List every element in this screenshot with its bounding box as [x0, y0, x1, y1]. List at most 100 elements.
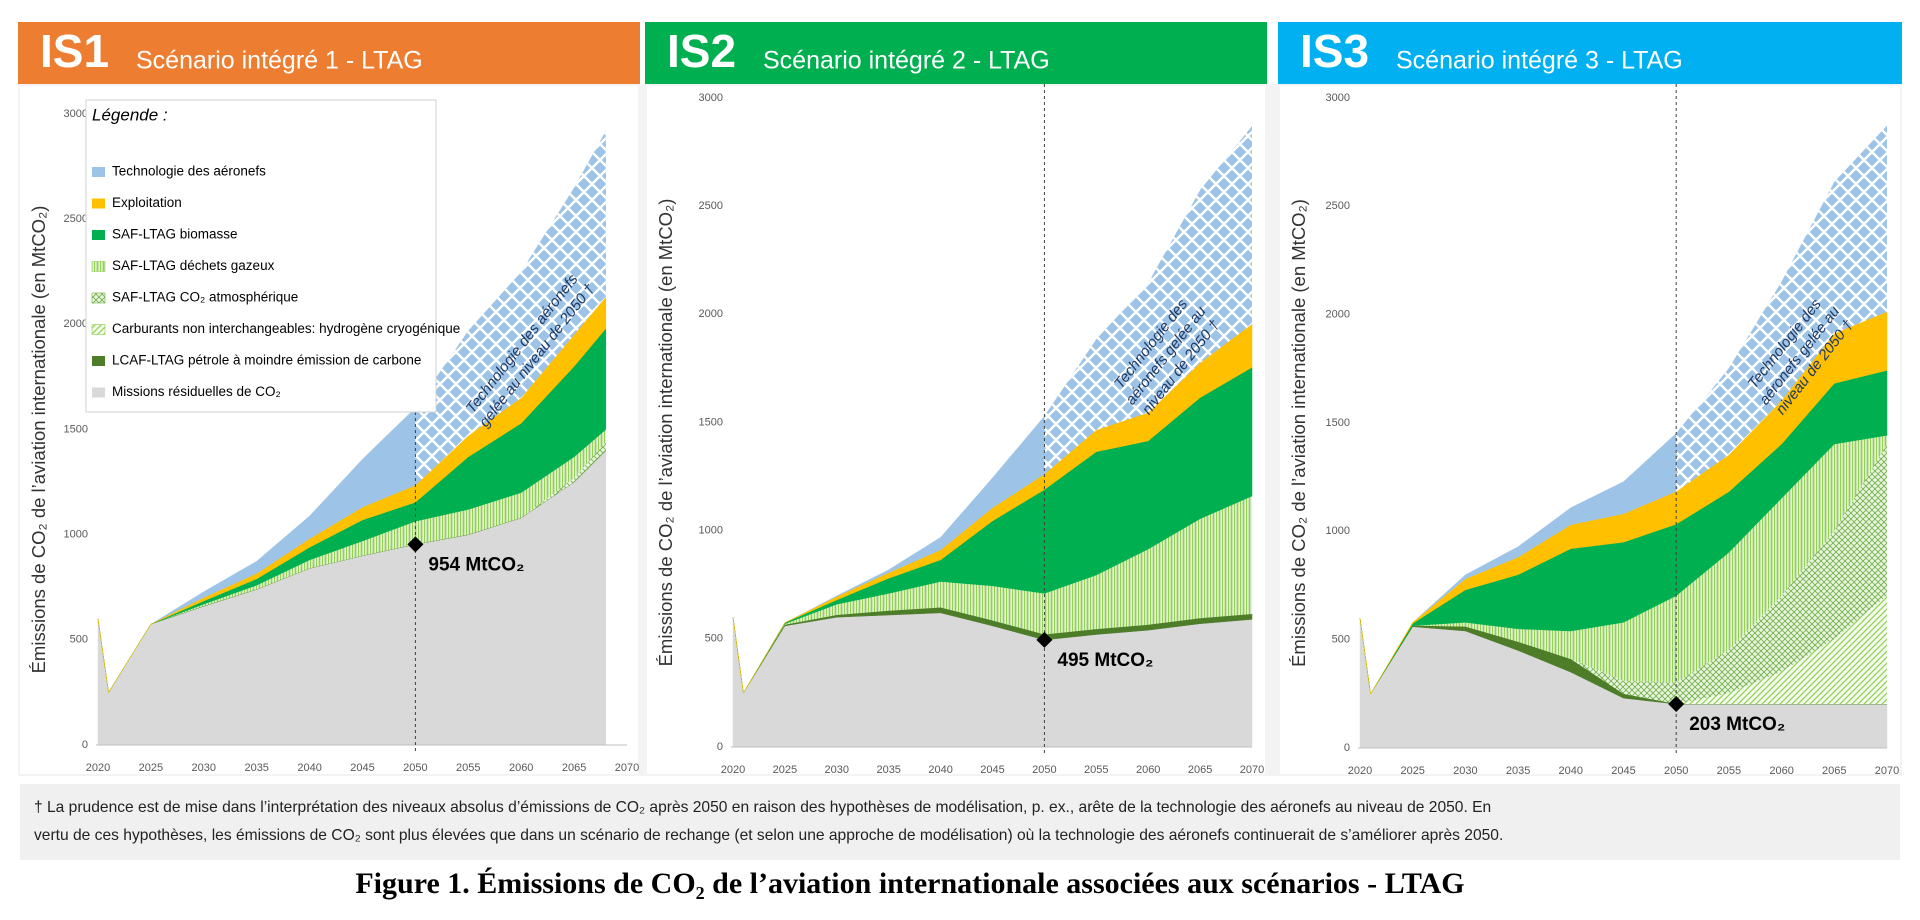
y-tick-label: 500 — [705, 633, 723, 645]
legend-swatch — [92, 356, 105, 366]
marker-diamond — [407, 536, 424, 553]
marker-diamond — [1668, 696, 1685, 713]
x-tick-label: 2020 — [1348, 765, 1372, 777]
y-axis-label: Émissions de CO₂ de l’aviation internati… — [1288, 199, 1309, 667]
x-tick-label: 2045 — [980, 764, 1004, 776]
x-tick-label: 2055 — [1084, 764, 1108, 776]
y-axis-label: Émissions de CO₂ de l’aviation internati… — [28, 206, 49, 674]
y-tick-label: 2500 — [64, 213, 88, 225]
x-tick-label: 2050 — [1664, 765, 1688, 777]
y-tick-label: 0 — [82, 739, 88, 751]
frozen-technology-overlay — [1044, 126, 1252, 475]
y-tick-label: 1000 — [64, 529, 88, 541]
x-tick-label: 2025 — [139, 762, 163, 774]
panel-code: IS1 — [40, 25, 109, 77]
x-tick-label: 2030 — [1453, 765, 1477, 777]
legend-swatch — [91, 261, 106, 272]
panel-title: Scénario intégré 3 - LTAG — [1396, 47, 1683, 75]
legend-box — [85, 99, 437, 413]
x-tick-label: 2035 — [244, 762, 268, 774]
x-tick-label: 2065 — [1822, 765, 1846, 777]
area-series — [732, 607, 1253, 694]
x-tick-label: 2040 — [297, 762, 321, 774]
x-tick-label: 2055 — [456, 762, 480, 774]
legend-label: Carburants non interchangeables: hydrogè… — [112, 321, 460, 336]
footnote-box — [20, 784, 1900, 860]
y-tick-label: 1500 — [699, 416, 723, 428]
y-tick-label: 3000 — [1326, 92, 1350, 104]
x-tick-label: 2070 — [1875, 765, 1899, 777]
frozen-technology-overlay — [1676, 125, 1887, 492]
x-tick-label: 2045 — [350, 762, 374, 774]
legend-swatch — [92, 167, 105, 177]
y-tick-label: 0 — [717, 741, 723, 753]
marker-label: 954 MtCO₂ — [428, 554, 524, 575]
x-tick-label: 2070 — [1240, 764, 1264, 776]
marker-label: 495 MtCO₂ — [1057, 650, 1153, 671]
legend-label: SAF-LTAG déchets gazeux — [112, 258, 275, 273]
x-tick-label: 2065 — [1188, 764, 1212, 776]
area-series — [1360, 435, 1887, 694]
legend-label: SAF-LTAG biomasse — [112, 227, 238, 242]
panel-title: Scénario intégré 1 - LTAG — [136, 47, 423, 75]
area-series — [733, 496, 1252, 693]
y-tick-label: 1500 — [1326, 417, 1350, 429]
y-tick-label: 1000 — [699, 525, 723, 537]
x-tick-label: 2060 — [1769, 765, 1793, 777]
x-tick-label: 2035 — [1506, 765, 1530, 777]
marker-diamond — [1036, 631, 1053, 648]
x-tick-label: 2040 — [928, 764, 952, 776]
panel-title: Scénario intégré 2 - LTAG — [763, 47, 1050, 75]
legend-swatch — [92, 198, 105, 209]
legend-label: Exploitation — [112, 195, 182, 210]
area-series — [732, 323, 1253, 694]
y-tick-label: 3000 — [64, 108, 88, 120]
y-tick-label: 500 — [1332, 634, 1350, 646]
panel-code: IS3 — [1300, 25, 1369, 77]
panel-code: IS2 — [667, 25, 736, 77]
x-tick-label: 2025 — [1400, 765, 1424, 777]
y-tick-label: 2000 — [1326, 309, 1350, 321]
y-tick-label: 1500 — [64, 423, 88, 435]
x-tick-label: 2020 — [721, 764, 745, 776]
footnote-line: † La prudence est de mise dans l’interpr… — [34, 799, 1491, 816]
y-tick-label: 0 — [1344, 742, 1350, 754]
legend-label: LCAF-LTAG pétrole à moindre émission de … — [112, 353, 421, 368]
footnote-line: vertu de ces hypothèses, les émissions d… — [34, 827, 1503, 844]
x-tick-label: 2050 — [403, 762, 427, 774]
x-tick-label: 2050 — [1032, 764, 1056, 776]
legend-swatch — [92, 230, 105, 240]
x-tick-label: 2065 — [562, 762, 586, 774]
legend-swatch — [91, 324, 106, 335]
x-tick-label: 2025 — [773, 764, 797, 776]
y-axis-label: Émissions de CO₂ de l’aviation internati… — [655, 199, 676, 667]
legend-title: Légende : — [92, 105, 168, 124]
legend-label: Missions résiduelles de CO₂ — [112, 384, 281, 399]
x-tick-label: 2030 — [825, 764, 849, 776]
x-tick-label: 2030 — [192, 762, 216, 774]
y-tick-label: 1000 — [1326, 525, 1350, 537]
area-series — [732, 612, 1253, 748]
figure-title: Figure 1. Émissions de CO₂ de l’aviation… — [355, 867, 1464, 900]
x-tick-label: 2020 — [86, 762, 110, 774]
panel-header — [645, 22, 1267, 84]
y-tick-label: 3000 — [699, 92, 723, 104]
panel-header — [1278, 22, 1902, 84]
x-tick-label: 2040 — [1559, 765, 1583, 777]
area-series — [1360, 444, 1887, 705]
frozen-technology-overlay — [415, 130, 606, 486]
y-tick-label: 500 — [70, 634, 88, 646]
x-tick-label: 2055 — [1717, 765, 1741, 777]
panel-header — [18, 22, 640, 84]
x-tick-label: 2045 — [1611, 765, 1635, 777]
x-tick-label: 2035 — [876, 764, 900, 776]
legend-swatch — [91, 292, 106, 304]
marker-label: 203 MtCO₂ — [1689, 714, 1785, 735]
x-tick-label: 2060 — [509, 762, 533, 774]
y-tick-label: 2000 — [699, 308, 723, 320]
y-tick-label: 2500 — [1326, 200, 1350, 212]
x-tick-label: 2070 — [615, 762, 639, 774]
legend-label: Technologie des aéronefs — [112, 164, 266, 179]
area-series — [1360, 595, 1887, 705]
